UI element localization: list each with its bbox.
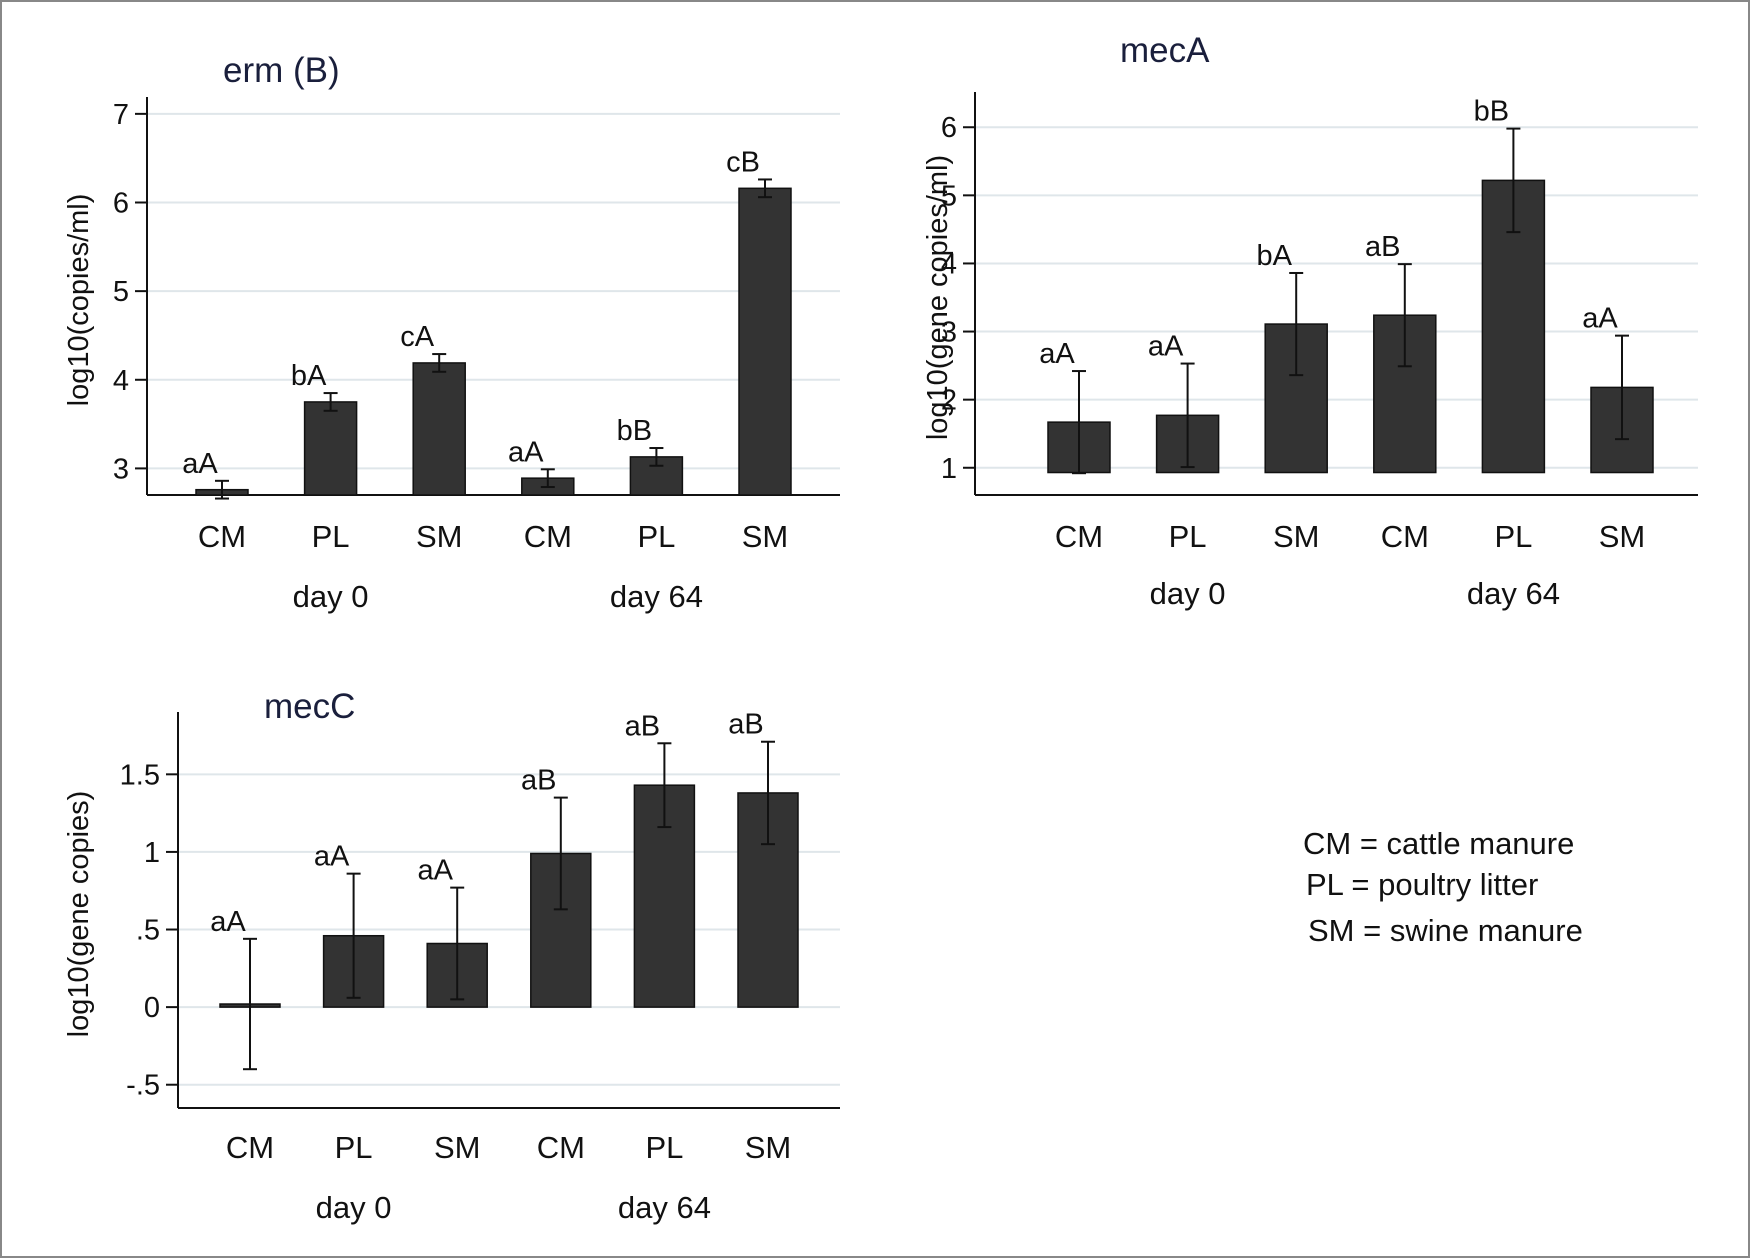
y-tick-label: 6 bbox=[941, 112, 957, 144]
y-tick-label: 4 bbox=[941, 248, 957, 280]
x-tick-label: SM bbox=[1599, 519, 1646, 554]
significance-label: aB bbox=[728, 709, 763, 741]
group-label: day 64 bbox=[1467, 576, 1560, 611]
significance-label: bA bbox=[1256, 240, 1292, 272]
bar-ermb-2 bbox=[412, 362, 466, 496]
chart-title: erm (B) bbox=[223, 51, 340, 90]
group-label: day 0 bbox=[316, 1190, 392, 1225]
chart-title: mecC bbox=[264, 687, 355, 726]
significance-label: aA bbox=[508, 436, 544, 468]
legend-item-sm: SM = swine manure bbox=[1308, 913, 1583, 948]
y-tick-label: 1 bbox=[941, 453, 957, 485]
panel-mecc: mecC -.5 0 .5 1 1.5 log10(gene copies) aA CM aA PL… bbox=[63, 687, 840, 1225]
significance-label: aB bbox=[625, 710, 660, 742]
x-tick-label: CM bbox=[1055, 519, 1103, 554]
legend: CM = cattle manure PL = poultry litter S… bbox=[1303, 826, 1583, 948]
y-tick-label: 3 bbox=[941, 317, 957, 349]
group-label: day 64 bbox=[618, 1190, 711, 1225]
y-tick-label: 3 bbox=[113, 453, 129, 485]
significance-label: bB bbox=[617, 415, 652, 447]
significance-label: bB bbox=[1474, 96, 1509, 128]
x-tick-label: SM bbox=[416, 519, 463, 554]
significance-label: bA bbox=[291, 360, 327, 392]
panel-meca: mecA 1 2 3 4 5 6 log10(gene copies/ml) aA CM aA PL b… bbox=[922, 31, 1698, 611]
y-axis-label: log10(copies/ml) bbox=[63, 194, 95, 407]
significance-label: aA bbox=[1148, 331, 1184, 363]
y-tick-label: 1.5 bbox=[120, 759, 160, 791]
significance-label: aB bbox=[521, 765, 556, 797]
x-tick-label: PL bbox=[335, 1130, 373, 1165]
y-tick-label: 6 bbox=[113, 188, 129, 220]
x-tick-label: SM bbox=[434, 1130, 481, 1165]
group-label: day 0 bbox=[1150, 576, 1226, 611]
x-tick-label: CM bbox=[524, 519, 572, 554]
legend-item-pl: PL = poultry litter bbox=[1306, 867, 1538, 902]
y-tick-label: 1 bbox=[144, 837, 160, 869]
significance-label: aA bbox=[210, 906, 246, 938]
y-tick-label: 7 bbox=[113, 99, 129, 131]
y-tick-label: -.5 bbox=[126, 1070, 160, 1102]
x-tick-label: PL bbox=[1169, 519, 1207, 554]
x-tick-label: PL bbox=[1494, 519, 1532, 554]
y-tick-label: .5 bbox=[136, 915, 160, 947]
bar-ermb-1 bbox=[303, 401, 358, 496]
y-axis-label: log10(gene copies/ml) bbox=[922, 155, 954, 440]
group-label: day 0 bbox=[293, 579, 369, 614]
y-tick-label: 0 bbox=[144, 992, 160, 1024]
bar-ermb-5 bbox=[738, 187, 792, 496]
significance-label: cA bbox=[400, 321, 435, 353]
x-tick-label: CM bbox=[537, 1130, 585, 1165]
y-axis-label: log10(gene copies) bbox=[63, 791, 95, 1038]
significance-label: aB bbox=[1365, 231, 1400, 263]
y-tick-label: 2 bbox=[941, 385, 957, 417]
x-tick-label: CM bbox=[226, 1130, 274, 1165]
significance-label: aA bbox=[1039, 338, 1075, 370]
group-label: day 64 bbox=[610, 579, 703, 614]
y-tick-label: 5 bbox=[113, 276, 129, 308]
significance-label: aA bbox=[182, 448, 218, 480]
x-tick-label: PL bbox=[312, 519, 350, 554]
x-tick-label: SM bbox=[742, 519, 789, 554]
significance-label: aA bbox=[314, 841, 350, 873]
significance-label: aA bbox=[417, 855, 453, 887]
x-tick-label: CM bbox=[198, 519, 246, 554]
legend-item-cm: CM = cattle manure bbox=[1303, 826, 1574, 861]
y-tick-label: 5 bbox=[941, 180, 957, 212]
significance-label: aA bbox=[1582, 303, 1618, 335]
chart-title: mecA bbox=[1120, 31, 1210, 70]
y-tick-label: 4 bbox=[113, 365, 129, 397]
x-tick-label: PL bbox=[645, 1130, 683, 1165]
significance-label: cB bbox=[726, 146, 760, 178]
panel-ermb: erm (B) 3 4 5 6 7 log10(copies/ml) aA CM bA PL cA SM… bbox=[63, 51, 840, 614]
x-tick-label: PL bbox=[637, 519, 675, 554]
x-tick-label: SM bbox=[1273, 519, 1320, 554]
x-tick-label: CM bbox=[1381, 519, 1429, 554]
x-tick-label: SM bbox=[745, 1130, 792, 1165]
